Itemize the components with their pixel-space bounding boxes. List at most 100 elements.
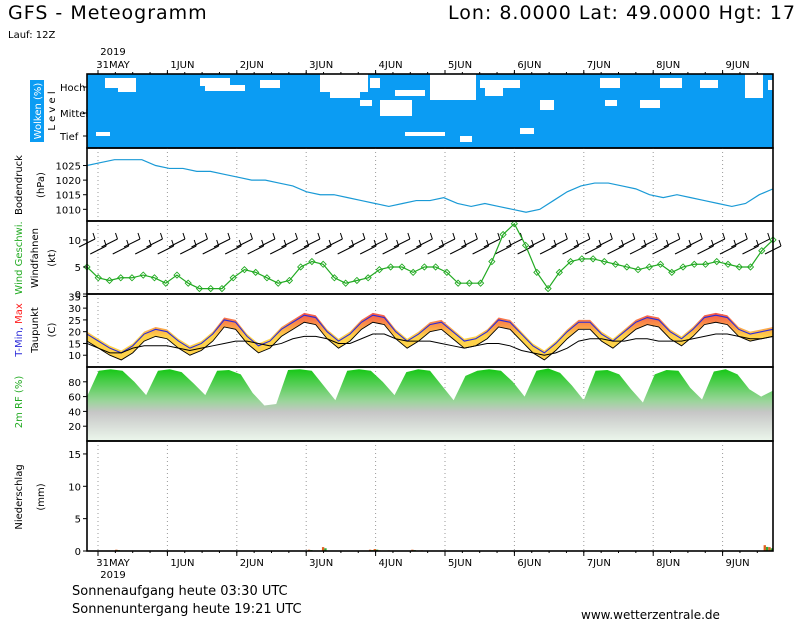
- wind-barb: [157, 245, 174, 255]
- wind-barb: [339, 232, 343, 240]
- humidity-panel: 20 40 60 80 2m RF (%): [14, 366, 774, 442]
- wind-speed-point: [724, 260, 732, 268]
- wind-speed-point: [128, 274, 136, 282]
- clear-sky-patch: [640, 100, 660, 108]
- date-label-bottom: 31MAY: [96, 558, 130, 569]
- wind-barb: [697, 245, 714, 255]
- wind-barb: [562, 245, 579, 255]
- wind-barb: [618, 238, 636, 248]
- wind-barb: [452, 232, 456, 240]
- pressure-tick-label: 1025: [56, 162, 81, 173]
- clear-sky-patch: [370, 78, 380, 88]
- wind-barb: [719, 245, 737, 255]
- wind-speed-point: [521, 241, 530, 249]
- clear-sky-patch: [395, 90, 425, 96]
- dewpoint-ylabel: Taupunkt: [30, 307, 41, 354]
- date-label-top: 6JUN: [517, 60, 541, 71]
- temperature-ylabel: T-Min, Max: [14, 303, 25, 358]
- wind-speed-point: [94, 274, 102, 282]
- wind-speed-point: [184, 279, 192, 287]
- wind-speed-line: [86, 222, 774, 290]
- pressure-panel: 1010 1015 1020 1025 Bodendruck (hPa): [14, 147, 774, 222]
- wind-barb: [247, 245, 264, 255]
- wind-barb: [407, 232, 411, 240]
- temperature-tick-label: 10: [68, 351, 81, 362]
- date-label-bottom: 3JUN: [309, 558, 333, 569]
- clear-sky-patch: [205, 85, 245, 91]
- humidity-tick-label: 60: [68, 393, 81, 404]
- clear-sky-patch: [660, 78, 682, 88]
- clear-sky-patch: [480, 80, 520, 88]
- date-label-top: 31MAY: [96, 60, 130, 71]
- wind-speed-point: [488, 257, 496, 266]
- date-label-bottom: 4JUN: [379, 558, 403, 569]
- date-label-top: 4JUN: [379, 60, 403, 71]
- wind-speed-point: [105, 276, 114, 285]
- wind-barb: [584, 245, 602, 255]
- date-label-bottom: 2JUN: [240, 558, 264, 569]
- wind-barb: [123, 238, 141, 248]
- wind-barb: [517, 245, 534, 255]
- wind-barb: [101, 238, 118, 248]
- wind-barb: [607, 245, 624, 255]
- wind-barb: [393, 238, 411, 248]
- wind-barb: [227, 232, 231, 240]
- wind-speed-point: [375, 266, 384, 274]
- clear-sky-patch: [430, 74, 476, 100]
- humidity-ylabel: 2m RF (%): [14, 376, 25, 429]
- wind-speed-point: [555, 268, 563, 277]
- wind-barb: [137, 232, 141, 240]
- temperature-line: [86, 314, 774, 354]
- date-label-bottom: 5JUN: [448, 558, 472, 569]
- wind-barb: [404, 245, 422, 255]
- clear-sky-patch: [405, 132, 445, 136]
- wind-barb: [596, 238, 613, 248]
- wind-speed-point: [263, 274, 271, 282]
- wind-speed-point: [735, 263, 743, 271]
- wind-speed-point: [634, 266, 642, 274]
- wind-barb: [135, 245, 152, 255]
- wind-barb: [168, 238, 186, 248]
- wind-speed-point: [285, 276, 294, 285]
- wind-speed-point: [240, 266, 249, 274]
- wind-barb: [573, 238, 591, 248]
- wind-barb: [449, 245, 467, 255]
- wind-barb: [146, 238, 163, 248]
- wind-speed-point: [353, 276, 361, 285]
- wind-barb: [191, 238, 208, 248]
- wind-barb: [236, 238, 253, 248]
- wind-barb: [674, 245, 692, 255]
- wind-tick-label: 0: [75, 290, 81, 301]
- temperature-lower-line: [86, 321, 774, 361]
- wind-barb: [281, 238, 298, 248]
- wind-barb: [160, 232, 163, 240]
- precip-tick-label: 15: [68, 450, 81, 461]
- wind-barb: [213, 238, 231, 248]
- cloud-ylabel: Wolken (%): [33, 83, 44, 140]
- wind-barb: [179, 245, 197, 255]
- wind-barb: [722, 232, 726, 240]
- date-label-top: 2JUN: [240, 60, 264, 71]
- precip-tick-label: 5: [75, 515, 81, 526]
- pressure-border: [86, 147, 774, 222]
- temperature-tick-label: 30: [68, 304, 81, 315]
- wind-barb: [294, 232, 298, 240]
- precip-ylabel: Niederschlag: [14, 464, 25, 529]
- wind-barb: [314, 245, 332, 255]
- wind-barb: [258, 238, 276, 248]
- wind-barb: [652, 245, 669, 255]
- wind-barb: [753, 238, 770, 248]
- clear-sky-patch: [380, 100, 412, 116]
- clear-sky-patch: [485, 88, 503, 96]
- wind-barb: [609, 232, 613, 240]
- precip-bar: [373, 549, 376, 551]
- wind-speed-point: [589, 255, 597, 263]
- wind-barb: [542, 232, 546, 240]
- clear-sky-patch: [260, 80, 280, 88]
- wind-barb: [587, 232, 591, 240]
- wind-barb: [686, 238, 703, 248]
- website-link[interactable]: www.wetterzentrale.de: [581, 608, 720, 622]
- wind-barb: [429, 232, 433, 240]
- date-label-top: 9JUN: [726, 60, 750, 71]
- clouds-panel: Hoch Mittel Tief Wolken (%) L e v e l: [30, 73, 774, 149]
